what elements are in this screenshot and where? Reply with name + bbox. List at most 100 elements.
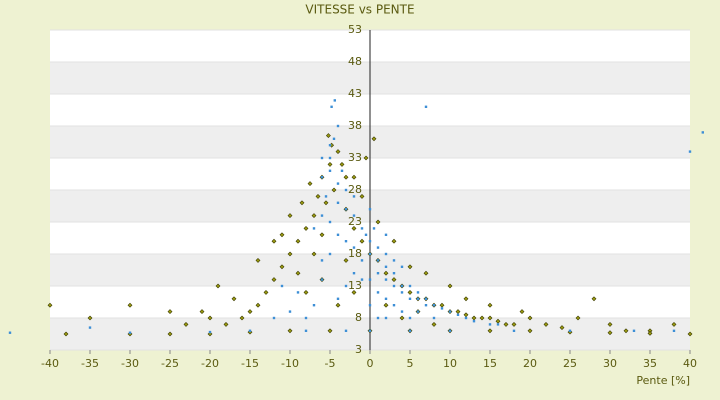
y-tick-label: 53 <box>348 23 362 36</box>
point <box>335 302 341 308</box>
point <box>327 161 333 167</box>
x-tick-label: -5 <box>325 357 336 370</box>
point <box>352 272 356 275</box>
point <box>295 270 301 276</box>
point <box>688 150 692 153</box>
point <box>239 315 245 321</box>
x-tick-label: 20 <box>523 357 537 370</box>
point <box>392 284 396 288</box>
point <box>488 323 492 326</box>
point <box>272 316 276 320</box>
point <box>487 315 493 321</box>
point <box>331 187 337 193</box>
point <box>167 331 173 337</box>
x-tick-label: 30 <box>603 357 617 370</box>
point <box>447 283 453 289</box>
point <box>332 137 336 140</box>
point <box>432 304 436 307</box>
point <box>376 272 380 275</box>
point <box>359 238 365 244</box>
point <box>360 278 364 281</box>
point <box>215 283 221 289</box>
point <box>315 193 321 199</box>
x-tick-label: 5 <box>407 357 414 370</box>
point <box>280 284 284 288</box>
y-tick-label: 8 <box>355 311 362 324</box>
y-tick-label: 43 <box>348 87 362 100</box>
point <box>87 315 93 321</box>
point <box>360 227 364 230</box>
point <box>311 251 317 257</box>
point <box>287 328 293 334</box>
point <box>63 331 69 337</box>
point <box>423 270 429 276</box>
point <box>376 259 380 262</box>
point <box>271 277 277 283</box>
y-tick-label: 38 <box>348 119 362 132</box>
point <box>487 328 493 334</box>
x-tick-label: 15 <box>483 357 497 370</box>
point <box>424 105 428 108</box>
point <box>127 302 133 308</box>
point <box>328 169 332 172</box>
y-tick-label: 3 <box>355 343 362 356</box>
point <box>383 270 389 276</box>
point <box>183 321 189 327</box>
point <box>399 315 405 321</box>
point <box>368 278 372 281</box>
point <box>384 297 388 300</box>
point <box>368 304 372 307</box>
point <box>320 176 324 179</box>
x-tick-label: -25 <box>161 357 179 370</box>
point <box>223 321 229 327</box>
point <box>344 284 348 288</box>
point <box>247 309 253 315</box>
point <box>295 238 301 244</box>
point <box>287 251 293 257</box>
point <box>304 316 308 320</box>
point <box>384 233 388 236</box>
point <box>296 291 300 294</box>
point <box>607 330 613 336</box>
point <box>255 257 261 263</box>
point <box>407 264 413 270</box>
x-tick-label: -10 <box>281 357 299 370</box>
point <box>351 174 357 180</box>
point <box>304 329 308 332</box>
point <box>384 278 388 281</box>
point <box>312 304 316 307</box>
point <box>320 214 324 217</box>
point <box>363 155 369 161</box>
point <box>464 316 468 320</box>
point <box>320 278 324 281</box>
point <box>359 193 365 199</box>
point <box>344 329 348 332</box>
point <box>343 257 349 263</box>
point <box>325 133 331 139</box>
point <box>312 227 316 230</box>
point <box>407 289 413 295</box>
point <box>647 330 653 336</box>
y-tick-label: 28 <box>348 183 362 196</box>
point <box>511 321 517 327</box>
point <box>591 296 597 302</box>
point <box>432 316 436 320</box>
point <box>559 325 565 331</box>
point <box>431 321 437 327</box>
point <box>287 213 293 219</box>
x-tick-label: -40 <box>41 357 59 370</box>
point <box>336 201 340 204</box>
point <box>299 200 305 206</box>
point <box>364 233 368 236</box>
point <box>392 304 396 307</box>
point <box>335 149 341 155</box>
point <box>360 259 364 262</box>
point <box>263 289 269 295</box>
point <box>496 323 500 326</box>
point <box>231 296 237 302</box>
point <box>424 297 428 300</box>
point <box>391 277 397 283</box>
point <box>255 302 261 308</box>
point <box>343 174 349 180</box>
